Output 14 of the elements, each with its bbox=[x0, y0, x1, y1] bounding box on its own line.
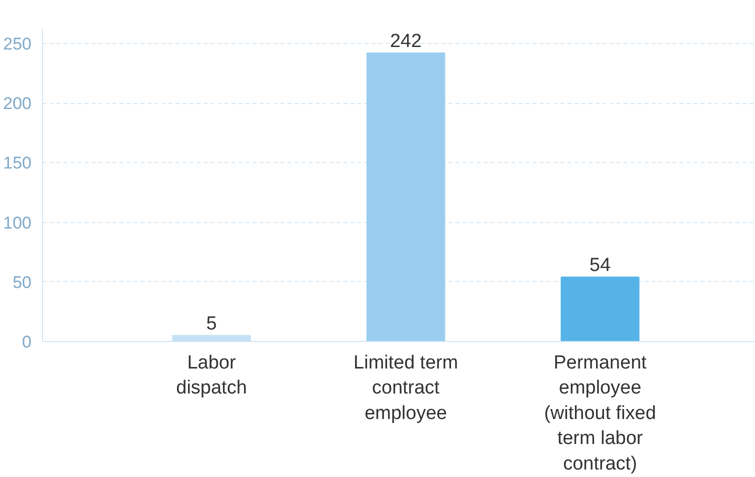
y-tick-label: 200 bbox=[3, 94, 32, 114]
y-tick-label: 100 bbox=[3, 213, 32, 232]
y-tick-label: 150 bbox=[3, 154, 32, 173]
bar bbox=[366, 52, 446, 342]
data-label: 242 bbox=[390, 30, 422, 52]
data-label: 54 bbox=[590, 255, 612, 276]
y-tick-label: 50 bbox=[12, 272, 32, 292]
x-tick-label: Limited term contract employee bbox=[354, 352, 458, 424]
x-tick-label: Permanent employee (without fixed term labor contract) bbox=[544, 352, 656, 474]
y-tick-label: 0 bbox=[22, 332, 32, 352]
x-tick-label: Labor dispatch bbox=[176, 352, 247, 399]
data-label: 5 bbox=[206, 314, 217, 335]
y-tick-label: 250 bbox=[3, 34, 32, 54]
bar bbox=[560, 276, 640, 342]
